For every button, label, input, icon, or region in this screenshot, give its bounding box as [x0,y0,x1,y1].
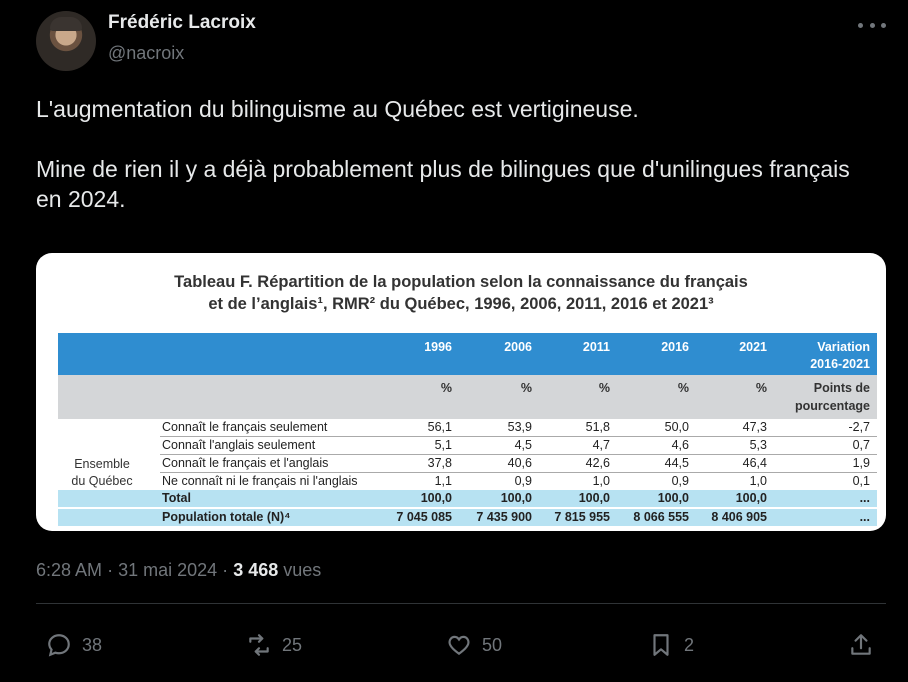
table-cell: 5,1 [434,438,452,452]
unit-label: % [598,381,610,395]
table-cell: 1,0 [592,474,610,488]
table-cell: 8 406 905 [711,510,767,524]
post-time[interactable]: 6:28 AM [36,560,103,580]
unit-label: % [755,381,767,395]
table-cell: 4,5 [514,438,532,452]
reply-count: 38 [82,634,103,655]
table-cell: 50,0 [664,420,689,434]
table-cell: 0,9 [671,474,689,488]
avatar[interactable] [36,11,96,71]
table-cell: 1,9 [852,456,870,470]
table-title: et de l’anglais¹, RMR² du Québec, 1996, … [208,295,714,313]
table-cell: 0,7 [852,438,870,452]
table-cell: 100,0 [420,491,452,505]
unit-label: % [520,381,532,395]
repost-icon [249,634,269,656]
year-header: 2011 [582,340,610,354]
row-divider [160,454,877,455]
tweet-paragraph: Mine de rien il y a déjà probablement pl… [36,156,850,212]
table-cell: 1,1 [434,474,452,488]
year-header: 2016 [661,340,689,354]
year-header: 2021 [739,340,767,354]
row-label: Ne connaît ni le français ni l'anglais [162,474,358,488]
views-count: 3 468 [233,560,279,580]
table-cell: 47,3 [742,420,767,434]
like-icon [448,635,470,655]
table-cell: 37,8 [427,456,452,470]
row-label: Population totale (N)⁴ [162,510,291,524]
row-label: Total [162,491,191,505]
tweet-paragraph: L'augmentation du bilinguisme au Québec … [36,96,639,122]
table-cell: 40,6 [507,456,532,470]
group-label: Ensemble du Québec [64,456,140,490]
table-units-band [58,375,877,419]
table-cell: 7 045 085 [396,510,452,524]
year-header: 2006 [504,340,532,354]
reply-icon [48,634,70,657]
variation-header: Variation [817,340,870,354]
bookmark-icon [653,634,669,656]
media-image[interactable]: Tableau F. Répartition de la population … [36,253,886,531]
table-cell: ... [859,491,870,505]
bookmark-button[interactable]: 2 [648,632,694,658]
table-cell: 1,0 [749,474,767,488]
repost-count: 25 [282,634,303,655]
row-divider [160,472,877,473]
like-button[interactable]: 50 [446,632,502,658]
table-cell: 4,7 [592,438,610,452]
bookmark-count: 2 [684,634,695,655]
variation-unit: Points de [813,381,870,395]
row-divider [160,436,877,437]
table-title: Tableau F. Répartition de la population … [174,273,748,291]
tweet-text: L'augmentation du bilinguisme au Québec … [36,94,876,214]
row-label: Connaît le français seulement [162,420,328,434]
separator: · [107,560,114,580]
year-header: 1996 [424,340,452,354]
table-cell: 5,3 [749,438,767,452]
table-cell: 7 815 955 [554,510,610,524]
table-cell: 46,4 [742,456,767,470]
timestamp: 6:28 AM · 31 mai 2024 · 3 468 vues [36,560,321,581]
table-cell: ... [859,510,870,524]
variation-unit: pourcentage [794,399,870,413]
group-label-line: du Québec [71,474,133,488]
unit-label: % [440,381,452,395]
row-label: Connaît l'anglais seulement [162,438,316,452]
row-label: Connaît le français et l'anglais [162,456,329,470]
table-cell: 0,1 [852,474,870,488]
table-cell: 42,6 [585,456,610,470]
divider [36,603,886,604]
table-cell: 51,8 [585,420,610,434]
table-cell: -2,7 [848,420,870,434]
author-handle[interactable]: @nacroix [108,43,185,63]
post-date[interactable]: 31 mai 2024 [118,560,218,580]
separator: · [222,560,229,580]
group-label-line: Ensemble [74,457,130,471]
table-cell: 56,1 [427,420,452,434]
table-cell: 100,0 [657,491,689,505]
table-cell: 7 435 900 [476,510,532,524]
views-label: vues [283,560,322,580]
table-cell: 100,0 [735,491,767,505]
more-icon[interactable] [858,18,886,32]
table-population-band [58,509,877,526]
unit-label: % [677,381,689,395]
repost-button[interactable]: 25 [246,632,302,658]
table-total-band [58,490,877,507]
table-cell: 100,0 [578,491,610,505]
table-cell: 0,9 [514,474,532,488]
share-icon [851,634,871,655]
table-cell: 44,5 [664,456,689,470]
table-header-band [58,333,877,375]
share-button[interactable] [848,632,874,658]
table-cell: 100,0 [500,491,532,505]
author-name[interactable]: Frédéric Lacroix [108,12,256,33]
table-cell: 8 066 555 [633,510,689,524]
variation-header: 2016-2021 [810,357,870,371]
like-count: 50 [482,634,503,655]
table-cell: 53,9 [507,420,532,434]
table-cell: 4,6 [671,438,689,452]
reply-button[interactable]: 38 [46,632,102,658]
